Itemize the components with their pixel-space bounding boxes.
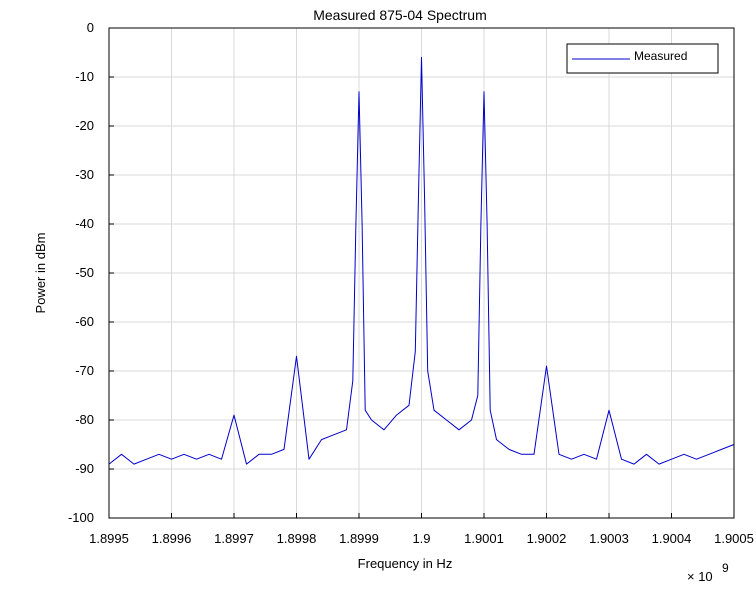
chart-title: Measured 875-04 Spectrum: [313, 7, 487, 23]
y-tick-label: -60: [75, 314, 94, 329]
y-tick-label: -70: [75, 363, 94, 378]
x-tick-label: 1.9: [412, 531, 430, 546]
x-multiplier-exponent: 9: [722, 561, 729, 575]
plot-series: [108, 56, 735, 465]
x-tick-label: 1.9003: [589, 531, 629, 546]
y-tick-label: -40: [75, 216, 94, 231]
y-axis-title: Power in dBm: [33, 233, 48, 314]
x-tick-label: 1.9002: [527, 531, 567, 546]
y-tick-label: -80: [75, 412, 94, 427]
y-axis-ticks: 0 -10 -20 -30 -40 -50 -60 -70 -80 -90 -100: [68, 20, 114, 525]
y-tick-label: -20: [75, 118, 94, 133]
x-tick-label: 1.8997: [214, 531, 254, 546]
series-line-measured: [108, 56, 735, 465]
x-axis-title: Frequency in Hz: [358, 556, 453, 571]
x-axis-ticks: 1.8995 1.8996 1.8997 1.8998 1.8999 1.9 1.9001 1…: [89, 513, 754, 546]
x-tick-label: 1.9005: [714, 531, 754, 546]
x-tick-label: 1.9001: [464, 531, 504, 546]
y-tick-label: -10: [75, 69, 94, 84]
y-tick-label: -50: [75, 265, 94, 280]
y-tick-label: -100: [68, 510, 94, 525]
y-tick-label: 0: [87, 20, 94, 35]
legend: Measured: [566, 43, 719, 74]
x-tick-label: 1.8995: [89, 531, 129, 546]
x-multiplier-label: × 10: [687, 569, 713, 584]
y-tick-label: -90: [75, 461, 94, 476]
x-tick-label: 1.8996: [152, 531, 192, 546]
x-tick-label: 1.8998: [277, 531, 317, 546]
legend-entry-measured: Measured: [634, 49, 687, 63]
y-tick-label: -30: [75, 167, 94, 182]
x-tick-label: 1.9004: [652, 531, 692, 546]
x-tick-label: 1.8999: [339, 531, 379, 546]
